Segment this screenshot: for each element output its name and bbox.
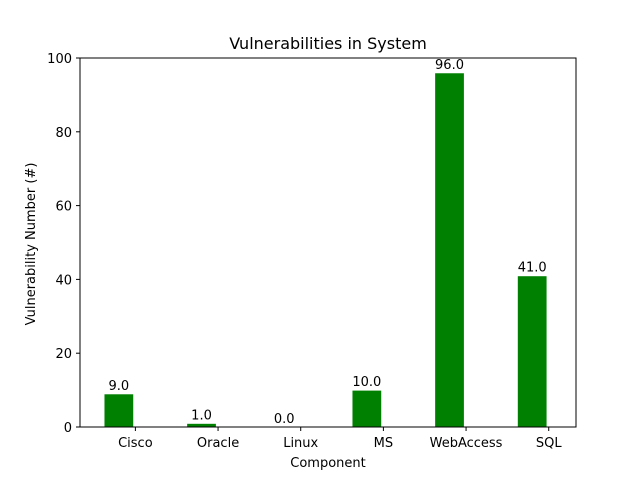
data-label-ms: 10.0 (352, 375, 381, 390)
plot-area: 9.0 1.0 0.0 10.0 96.0 41.0 0 20 40 60 80 100 Cisco Or… (47, 52, 577, 451)
y-tick-label: 40 (55, 273, 72, 288)
x-tick-label-sql: SQL (536, 436, 562, 451)
y-tick-label: 80 (55, 126, 72, 141)
data-label-linux: 0.0 (274, 412, 295, 427)
chart-title: Vulnerabilities in System (229, 34, 427, 53)
data-label-cisco: 9.0 (109, 379, 130, 394)
y-tick-label: 60 (55, 200, 72, 215)
x-tick-label-webaccess: WebAccess (430, 436, 503, 451)
bar-oracle (186, 422, 217, 428)
bar-cisco (103, 393, 135, 428)
x-tick-label-ms: MS (374, 436, 393, 451)
x-tick-label-linux: Linux (283, 436, 318, 451)
x-tick-label-oracle: Oracle (197, 436, 239, 451)
x-axis-label: Component (290, 456, 365, 471)
y-tick-label: 0 (64, 421, 72, 436)
y-axis-label: Vulnerability Number (#) (24, 163, 39, 326)
x-tick-label-cisco: Cisco (118, 436, 153, 451)
bar-sql (516, 275, 548, 428)
data-label-webaccess: 96.0 (435, 58, 464, 73)
bar-webaccess (434, 72, 465, 428)
data-label-sql: 41.0 (518, 261, 547, 276)
y-tick-label: 20 (55, 347, 72, 362)
bar-ms (351, 389, 383, 428)
data-label-oracle: 1.0 (191, 408, 212, 423)
y-tick-label: 100 (47, 52, 72, 67)
plot-frame (79, 57, 577, 428)
